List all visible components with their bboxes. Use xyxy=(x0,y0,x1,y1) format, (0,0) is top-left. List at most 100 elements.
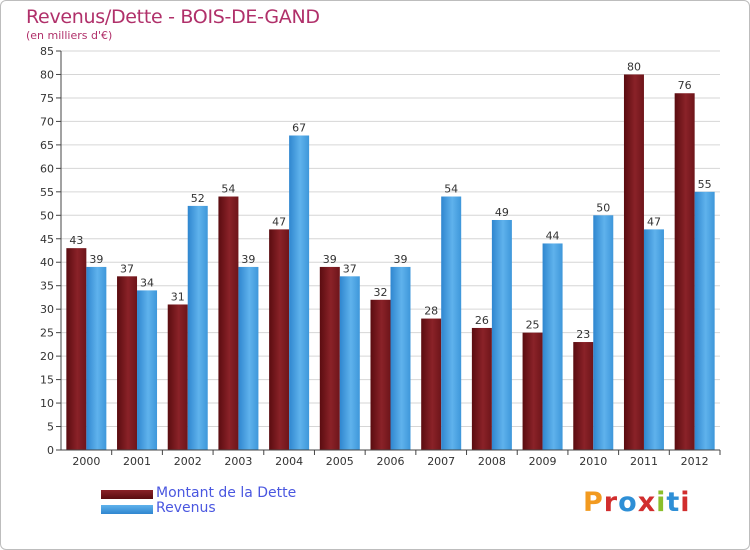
x-tick-label: 2001 xyxy=(123,455,151,468)
logo-letter: x xyxy=(637,487,657,518)
logo-letter: P xyxy=(583,487,604,518)
y-tick-label: 35 xyxy=(40,280,54,293)
logo-letter: i xyxy=(656,487,667,518)
y-tick-label: 70 xyxy=(40,115,54,128)
bar-revenue xyxy=(694,191,715,450)
y-tick-label: 25 xyxy=(40,327,54,340)
x-tick-label: 2003 xyxy=(224,455,252,468)
data-label: 37 xyxy=(343,262,357,275)
data-label: 67 xyxy=(292,121,306,134)
y-tick-label: 40 xyxy=(40,256,54,269)
data-label: 76 xyxy=(678,79,692,92)
bar-debt xyxy=(66,248,87,450)
data-label: 39 xyxy=(394,253,408,266)
data-label: 31 xyxy=(171,290,185,303)
data-label: 50 xyxy=(596,201,610,214)
bar-debt xyxy=(269,229,290,450)
logo-letter: i xyxy=(680,487,691,518)
bar-debt xyxy=(218,196,239,450)
bar-debt xyxy=(117,276,138,450)
bars: 43 39 37 34 31 52 54 39 47 67 39 37 32 39 28 54 26 49 25 44… xyxy=(66,60,715,451)
data-label: 28 xyxy=(424,305,438,318)
bar-revenue xyxy=(643,229,664,450)
x-tick-label: 2004 xyxy=(275,455,303,468)
y-tick-label: 30 xyxy=(40,303,54,316)
bar-debt xyxy=(421,318,442,450)
data-label: 39 xyxy=(241,253,255,266)
data-label: 49 xyxy=(495,206,509,219)
bar-debt xyxy=(471,327,492,450)
data-label: 43 xyxy=(69,234,83,247)
data-label: 34 xyxy=(140,276,154,289)
y-tick-label: 80 xyxy=(40,68,54,81)
data-label: 55 xyxy=(698,178,712,191)
bar-debt xyxy=(522,332,543,450)
bar-debt xyxy=(623,74,644,451)
legend-swatch-revenue xyxy=(101,505,153,514)
y-tick-label: 55 xyxy=(40,186,54,199)
data-label: 47 xyxy=(272,215,286,228)
chart-subtitle: (en milliers d'€) xyxy=(26,29,113,42)
bar-revenue xyxy=(390,266,411,450)
x-tick-label: 2009 xyxy=(529,455,557,468)
logo-letter: r xyxy=(603,487,619,518)
y-tick-label: 20 xyxy=(40,350,54,363)
x-tick-label: 2012 xyxy=(681,455,709,468)
bar-revenue xyxy=(137,290,158,450)
data-label: 54 xyxy=(221,183,235,196)
axes: 0 5 10 15 20 25 30 35 40 45 50 55 60 65 70 75 80 85 2000 20… xyxy=(40,45,721,468)
y-tick-label: 75 xyxy=(40,92,54,105)
logo-letter: o xyxy=(618,487,638,518)
bar-debt xyxy=(370,299,391,450)
bar-debt xyxy=(573,342,594,450)
bar-revenue xyxy=(441,196,462,450)
bar-debt xyxy=(167,304,188,450)
logo-letter: t xyxy=(666,487,681,518)
y-tick-label: 45 xyxy=(40,233,54,246)
x-tick-label: 2011 xyxy=(630,455,658,468)
bar-debt xyxy=(674,93,695,450)
data-label: 26 xyxy=(475,314,489,327)
y-tick-label: 50 xyxy=(40,209,54,222)
bar-revenue xyxy=(339,276,360,450)
y-tick-label: 60 xyxy=(40,162,54,175)
y-tick-label: 10 xyxy=(40,397,54,410)
x-tick-label: 2000 xyxy=(72,455,100,468)
proxiti-logo: Proxiti xyxy=(583,487,691,518)
data-label: 25 xyxy=(526,319,540,332)
bar-revenue xyxy=(289,135,310,450)
bar-revenue xyxy=(187,205,208,450)
bar-revenue xyxy=(86,266,107,450)
data-label: 39 xyxy=(89,253,103,266)
bar-debt xyxy=(319,266,340,450)
bar-revenue xyxy=(593,215,614,450)
data-label: 23 xyxy=(576,328,590,341)
x-tick-label: 2006 xyxy=(377,455,405,468)
legend-swatch-debt xyxy=(101,490,153,499)
chart-title: Revenus/Dette - BOIS-DE-GAND xyxy=(26,6,320,28)
legend-label-revenue: Revenus xyxy=(156,500,216,516)
data-label: 37 xyxy=(120,262,134,275)
y-tick-label: 85 xyxy=(40,45,54,58)
data-label: 32 xyxy=(374,286,388,299)
x-tick-label: 2005 xyxy=(326,455,354,468)
x-tick-label: 2002 xyxy=(174,455,202,468)
legend-label-debt: Montant de la Dette xyxy=(156,485,297,501)
bar-revenue xyxy=(238,266,259,450)
x-tick-label: 2008 xyxy=(478,455,506,468)
y-tick-label: 5 xyxy=(47,421,54,434)
x-tick-label: 2007 xyxy=(427,455,455,468)
data-label: 54 xyxy=(444,183,458,196)
bar-revenue xyxy=(542,243,563,450)
y-tick-label: 15 xyxy=(40,374,54,387)
x-tick-label: 2010 xyxy=(579,455,607,468)
bar-revenue xyxy=(491,219,512,450)
y-tick-label: 0 xyxy=(47,444,54,457)
data-label: 52 xyxy=(191,192,205,205)
data-label: 47 xyxy=(647,215,661,228)
data-label: 39 xyxy=(323,253,337,266)
data-label: 44 xyxy=(546,229,560,242)
data-label: 80 xyxy=(627,60,641,73)
y-tick-label: 65 xyxy=(40,139,54,152)
